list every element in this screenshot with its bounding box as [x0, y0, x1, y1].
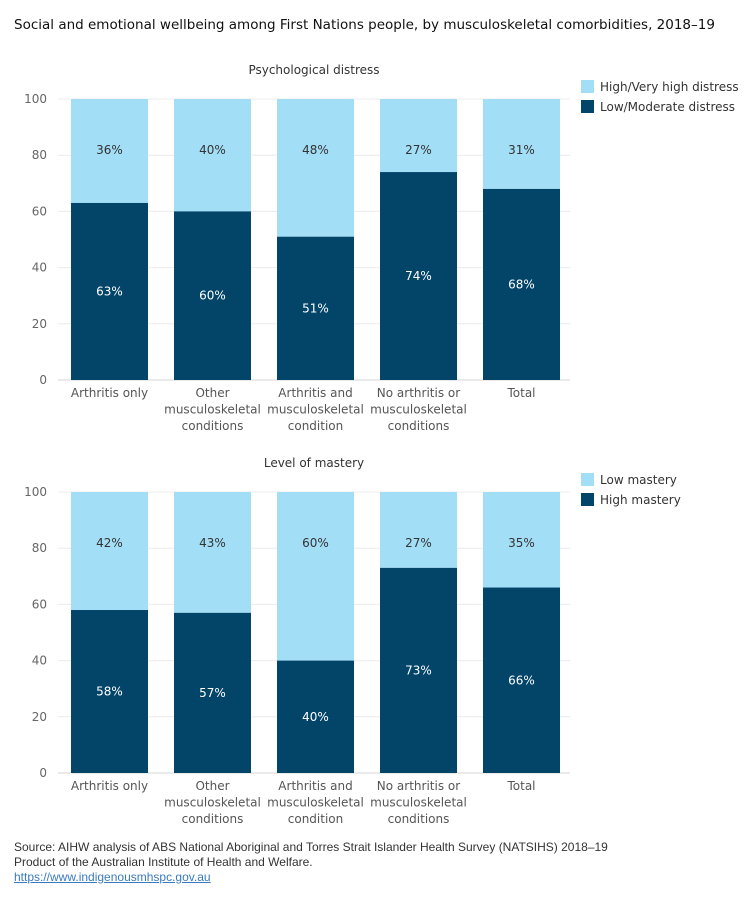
y-tick-label: 40 [32, 654, 47, 668]
data-label: 60% [199, 289, 226, 303]
bar-high-mastery [483, 587, 560, 773]
bar-high-mastery [380, 567, 457, 773]
y-tick-label: 100 [24, 485, 47, 499]
data-label: 31% [508, 143, 535, 157]
x-category-label: Arthritis only [71, 386, 148, 400]
product-note: Product of the Australian Institute of H… [14, 855, 313, 869]
y-tick-label: 100 [24, 92, 47, 106]
bar-low-mastery [71, 492, 148, 611]
x-category-label: musculoskeletal [370, 403, 467, 417]
y-tick-label: 0 [39, 766, 47, 780]
legend-swatch-low-moderate-distress [581, 100, 594, 113]
bar-low-mastery [483, 492, 560, 588]
data-label: 58% [96, 685, 123, 699]
x-category-label: No arthritis or [377, 386, 460, 400]
data-label: 66% [508, 673, 535, 687]
x-category-label: Arthritis and [278, 779, 352, 793]
bar-low-moderate-distress [174, 211, 251, 380]
bar-high-mastery [174, 612, 251, 773]
y-tick-label: 60 [32, 204, 47, 218]
chart-title: Psychological distress [248, 63, 379, 77]
legend-label-high-mastery: High mastery [600, 493, 681, 507]
x-category-label: conditions [388, 419, 450, 433]
x-category-label: musculoskeletal [164, 796, 261, 810]
x-category-label: conditions [182, 812, 244, 826]
y-tick-label: 20 [32, 710, 47, 724]
bar-low-mastery [174, 492, 251, 613]
x-category-label: musculoskeletal [370, 796, 467, 810]
x-category-label: condition [288, 419, 343, 433]
data-label: 42% [96, 536, 123, 550]
data-label: 63% [96, 284, 123, 298]
bar-low-moderate-distress [71, 202, 148, 380]
x-category-label: Total [506, 386, 535, 400]
bar-low-moderate-distress [380, 172, 457, 380]
bar-high-mastery [71, 610, 148, 773]
data-label: 57% [199, 686, 226, 700]
y-tick-label: 40 [32, 261, 47, 275]
data-label: 35% [508, 536, 535, 550]
source-link[interactable]: https://www.indigenousmhspc.gov.au [14, 870, 211, 884]
legend-swatch-high-mastery [581, 493, 594, 506]
level-of-mastery-chart: Level of mastery 0 20 40 60 80 100 58% 42% Arthri… [24, 456, 681, 826]
data-label: 60% [302, 536, 329, 550]
data-label: 74% [405, 269, 432, 283]
y-tick-label: 60 [32, 597, 47, 611]
x-category-label: musculoskeletal [267, 796, 364, 810]
bar-high-very-high-distress [277, 99, 354, 237]
legend-label-low-moderate-distress: Low/Moderate distress [600, 100, 735, 114]
legend-label-high-very-high-distress: High/Very high distress [600, 80, 739, 94]
x-category-label: condition [288, 812, 343, 826]
source-note: Source: AIHW analysis of ABS National Ab… [14, 840, 608, 854]
bar-low-mastery [380, 492, 457, 568]
bar-low-mastery [277, 492, 354, 661]
x-category-label: musculoskeletal [164, 403, 261, 417]
legend-swatch-high-very-high-distress [581, 80, 594, 93]
bar-low-moderate-distress [277, 236, 354, 380]
data-label: 48% [302, 143, 329, 157]
data-label: 40% [199, 143, 226, 157]
x-category-label: conditions [388, 812, 450, 826]
data-label: 40% [302, 710, 329, 724]
bar-low-moderate-distress [483, 188, 560, 380]
x-category-label: conditions [182, 419, 244, 433]
bar-high-very-high-distress [380, 99, 457, 173]
chart-title: Level of mastery [264, 456, 364, 470]
bar-high-very-high-distress [71, 99, 148, 203]
data-label: 27% [405, 143, 432, 157]
data-label: 73% [405, 663, 432, 677]
y-tick-label: 20 [32, 317, 47, 331]
data-label: 68% [508, 277, 535, 291]
y-tick-label: 0 [39, 373, 47, 387]
legend-swatch-low-mastery [581, 473, 594, 486]
x-category-label: Other [195, 779, 229, 793]
data-label: 43% [199, 536, 226, 550]
x-category-label: No arthritis or [377, 779, 460, 793]
y-tick-label: 80 [32, 541, 47, 555]
bar-high-mastery [277, 660, 354, 773]
x-category-label: Other [195, 386, 229, 400]
legend-label-low-mastery: Low mastery [600, 473, 677, 487]
bar-high-very-high-distress [483, 99, 560, 189]
x-category-label: Arthritis only [71, 779, 148, 793]
psychological-distress-chart: Psychological distress 0 20 40 60 80 100 63% 36%… [24, 63, 739, 433]
bar-high-very-high-distress [174, 99, 251, 212]
x-category-label: Arthritis and [278, 386, 352, 400]
y-tick-label: 80 [32, 148, 47, 162]
x-category-label: Total [506, 779, 535, 793]
data-label: 36% [96, 143, 123, 157]
data-label: 51% [302, 301, 329, 315]
x-category-label: musculoskeletal [267, 403, 364, 417]
page-title: Social and emotional wellbeing among Fir… [14, 17, 715, 33]
data-label: 27% [405, 536, 432, 550]
footer: Source: AIHW analysis of ABS National Ab… [14, 840, 608, 885]
